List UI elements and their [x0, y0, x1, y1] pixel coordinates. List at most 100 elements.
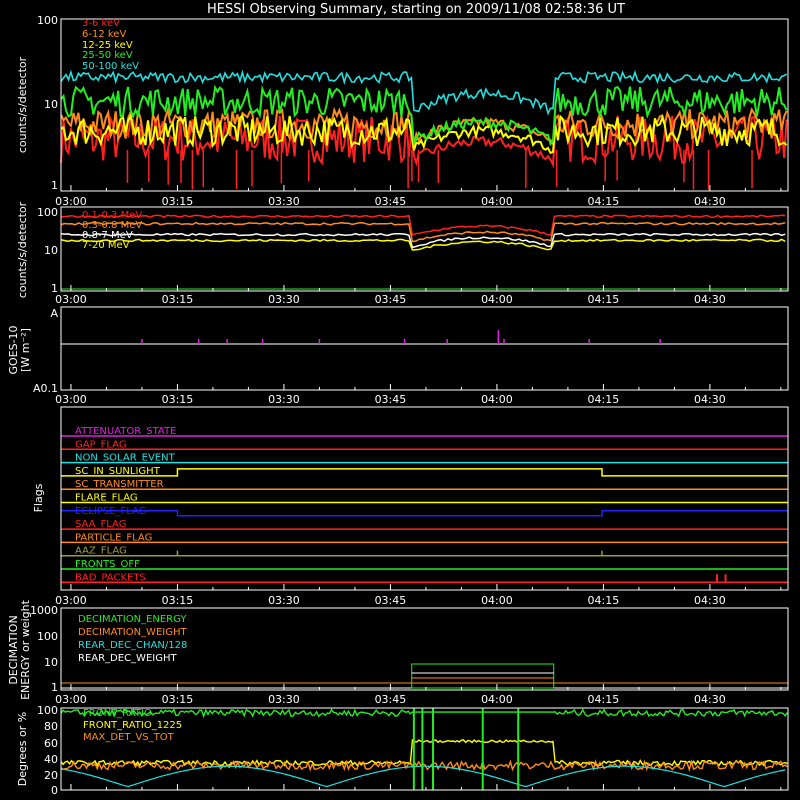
panel-frame	[60, 406, 789, 591]
y-axis-label: Flags	[32, 483, 45, 512]
time-tick-label: 03:15	[162, 693, 194, 706]
ratio-trace-series-0	[60, 708, 788, 719]
panel-frame	[60, 18, 789, 192]
count-trace-series-4	[60, 69, 787, 116]
legend-entry: 0.3-0.8 MeV	[82, 220, 142, 231]
time-tick-label: 03:15	[162, 293, 194, 306]
legend-entry: DECIMATION_ENERGY	[78, 614, 187, 625]
legend-entry: 0.8-7 MeV	[82, 230, 133, 241]
y-tick-label: 1000	[30, 604, 58, 617]
flag-label: ATTENUATOR_STATE	[75, 426, 176, 437]
count-trace-series-3	[60, 84, 788, 147]
time-tick-label: 04:30	[694, 393, 726, 406]
xray-count-traces	[60, 69, 788, 190]
time-tick-label: 04:00	[481, 594, 513, 607]
y-tick-label: 10	[44, 98, 58, 111]
gamma-trace-series-2	[60, 232, 786, 249]
time-tick-label: 04:00	[481, 293, 513, 306]
y-tick-label: A0.1	[33, 382, 58, 395]
y-tick-label: 10	[44, 244, 58, 257]
time-tick-label: 04:15	[588, 293, 620, 306]
y-tick-label: 1	[51, 681, 58, 694]
legend-entry: 12-25 keV	[82, 40, 133, 51]
time-tick-label: 03:45	[375, 195, 407, 208]
gamma-count-traces	[60, 214, 788, 290]
y-tick-label: 0	[51, 784, 58, 797]
time-tick-label: 03:45	[375, 594, 407, 607]
time-tick-label: 03:00	[55, 293, 87, 306]
time-tick-label: 03:30	[268, 594, 300, 607]
time-tick-label: 04:15	[588, 594, 620, 607]
time-tick-label: 03:45	[375, 693, 407, 706]
gamma-trace-series-0	[60, 214, 786, 237]
legend-entry: REAR_DEC_CHAN/128	[78, 640, 187, 651]
legend-entry: 0.1-0.3 MeV	[82, 210, 142, 221]
legend: 3-6 keV 6-12 keV 12-25 keV 25-50 keV 50-…	[82, 18, 139, 72]
flag-label: FLARE_FLAG	[75, 493, 138, 504]
time-tick-label: 04:30	[694, 693, 726, 706]
panel-frame	[60, 607, 789, 691]
time-tick-label: 04:15	[588, 195, 620, 208]
flag-label: PARTICLE_FLAG	[75, 532, 152, 543]
y-tick-label: 60	[44, 737, 58, 750]
legend-entry: FRONT_RATIO	[83, 708, 152, 719]
time-tick-label: 04:30	[694, 594, 726, 607]
flag-label: GAP_FLAG	[75, 439, 127, 450]
y-tick-label: 20	[44, 769, 58, 782]
time-tick-label: 03:15	[162, 594, 194, 607]
time-tick-label: 04:15	[588, 393, 620, 406]
y-tick-label: 100	[37, 704, 58, 717]
time-tick-label: 04:30	[694, 195, 726, 208]
decimation-panel: 1000 100 10 1 DECIMATION ENERGY or weigh…	[7, 599, 789, 700]
y-axis-label: GOES-10	[7, 325, 20, 374]
decimation-energy-box	[411, 663, 555, 689]
y-axis-label: Degrees or %	[16, 712, 29, 786]
time-tick-label: 03:00	[55, 693, 87, 706]
legend-entry: FRONT_RATIO_1225	[83, 720, 182, 731]
flag-label: NON_SOLAR_EVENT	[75, 453, 176, 464]
time-tick-label: 03:00	[55, 195, 87, 208]
y-tick-label: 10	[44, 656, 58, 669]
flag-label: FRONTS_OFF	[75, 559, 140, 570]
gamma-trace-series-1	[60, 221, 786, 243]
time-tick-label: 03:30	[268, 693, 300, 706]
goes-traces	[61, 330, 788, 345]
flag-traces: ATTENUATOR_STATE GAP_FLAG NON_SOLAR_EVENT S…	[61, 426, 788, 583]
time-tick-label: 03:30	[268, 393, 300, 406]
legend-entry: 25-50 keV	[82, 50, 133, 61]
time-tick-label: 03:15	[162, 195, 194, 208]
flag-label: SC_TRANSMITTER	[75, 479, 164, 490]
y-axis-label: counts/s/detector	[16, 201, 29, 298]
y-axis-label-2: ENERGY or weight	[19, 599, 32, 699]
y-tick-label: A	[50, 307, 58, 320]
legend-entry: REAR_DEC_WEIGHT	[78, 653, 177, 664]
time-tick-label: 04:00	[481, 195, 513, 208]
y-tick-label: 1	[51, 179, 58, 192]
time-tick-label: 03:30	[268, 195, 300, 208]
panel-frame	[60, 306, 789, 391]
time-tick-label: 03:45	[375, 293, 407, 306]
flag-line	[61, 468, 788, 477]
panel-frame	[60, 707, 789, 791]
goes-panel: A A0.1 GOES-10 [W m⁻²]	[7, 306, 789, 395]
legend: 0.1-0.3 MeV 0.3-0.8 MeV 0.8-7 MeV 7-20 M…	[82, 210, 142, 251]
flag-line	[61, 510, 788, 517]
legend-entry: MAX_DET_VS_TOT	[83, 732, 175, 743]
decimation-traces	[61, 663, 788, 689]
y-axis-unit: [W m⁻²]	[19, 328, 32, 372]
y-tick-label: 80	[44, 720, 58, 733]
ratio-trace-series-2	[60, 758, 788, 772]
flag-label: BAD_PACKETS	[75, 572, 146, 583]
gamma-counts-panel: 100 10 1 counts/s/detector 0.1-0.3 MeV 0…	[16, 201, 789, 298]
legend-entry: 50-100 keV	[82, 61, 139, 72]
figure-title: HESSI Observing Summary, starting on 200…	[207, 2, 625, 17]
time-tick-label: 03:00	[55, 594, 87, 607]
time-axes: 03:00 03:15 03:30 03:45 04:00 04:15 04:30 03:00…	[55, 185, 782, 790]
time-tick-label: 03:45	[375, 393, 407, 406]
y-tick-label: 100	[37, 14, 58, 27]
flag-label: SAA_FLAG	[75, 519, 126, 530]
y-tick-label: 100	[37, 206, 58, 219]
gamma-trace-series-3	[60, 238, 786, 251]
ratio-panel: 100 80 60 40 20 0 Degrees or % FRONT_RAT…	[16, 704, 789, 797]
